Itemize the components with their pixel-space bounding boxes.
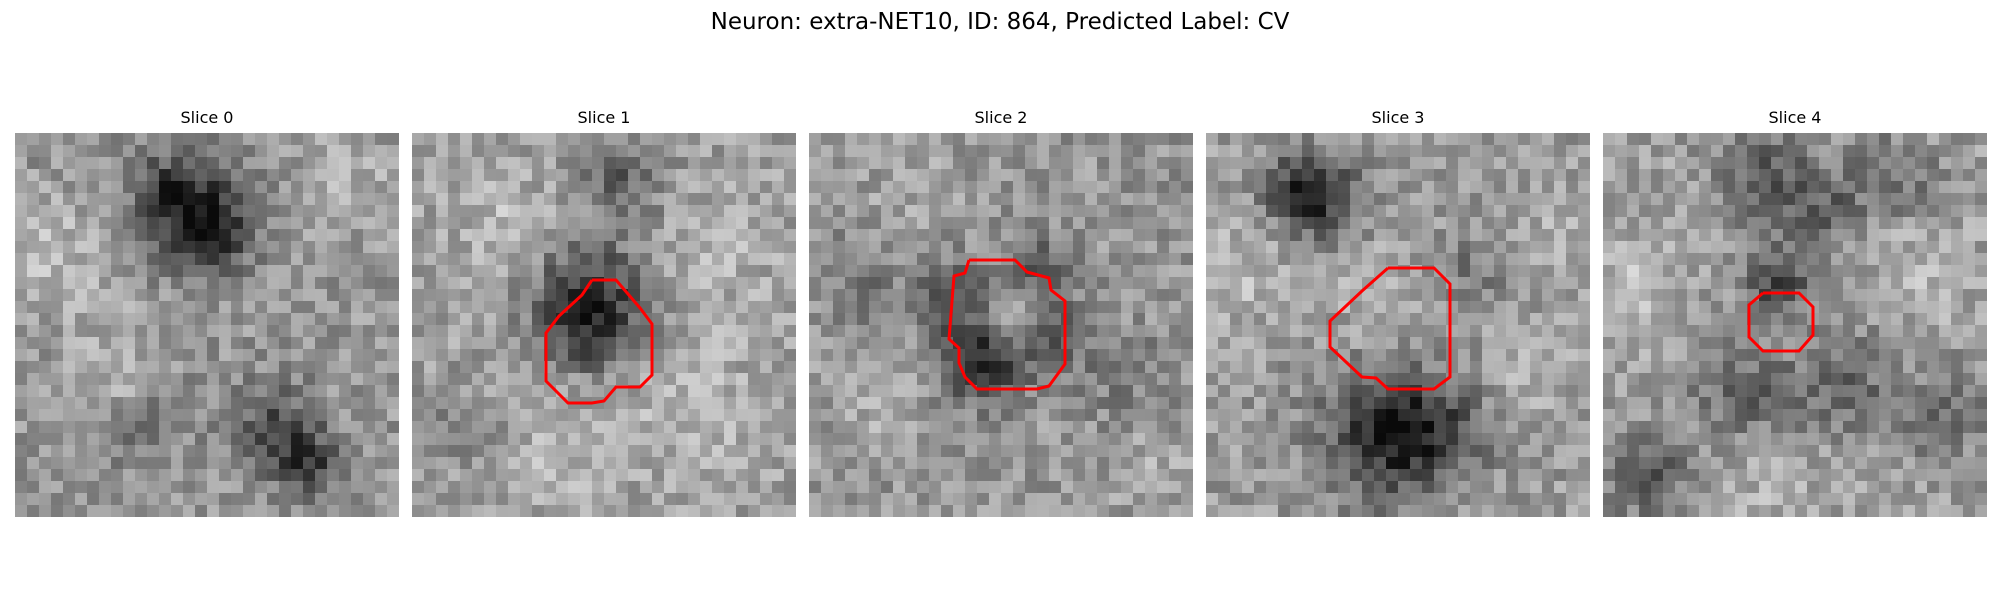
red-contour-slice-3 [1328, 266, 1452, 391]
grayscale-image-slice-1 [412, 133, 796, 517]
grayscale-pixels-slice-2 [809, 133, 1193, 517]
contour-overlay-slice-1 [544, 278, 654, 405]
contour-overlay-slice-4 [1747, 291, 1815, 353]
grayscale-image-slice-2 [809, 133, 1193, 517]
contour-overlay-slice-3 [1328, 266, 1452, 391]
panel-title-slice-3: Slice 3 [1371, 108, 1425, 127]
panel-title-slice-1: Slice 1 [577, 108, 631, 127]
red-contour-slice-2 [947, 258, 1067, 391]
figure-title: Neuron: extra-NET10, ID: 864, Predicted … [710, 9, 1290, 35]
grayscale-pixels-slice-4 [1603, 133, 1987, 517]
panel-title-slice-2: Slice 2 [974, 108, 1028, 127]
panel-title-slice-0: Slice 0 [180, 108, 234, 127]
red-contour-slice-4 [1747, 291, 1815, 353]
red-contour-slice-1 [544, 278, 654, 405]
grayscale-image-slice-3 [1206, 133, 1590, 517]
panel-title-slice-4: Slice 4 [1768, 108, 1822, 127]
grayscale-pixels-slice-1 [412, 133, 796, 517]
contour-overlay-slice-2 [947, 258, 1067, 391]
grayscale-pixels-slice-3 [1206, 133, 1590, 517]
grayscale-image-slice-4 [1603, 133, 1987, 517]
grayscale-pixels-slice-0 [15, 133, 399, 517]
grayscale-image-slice-0 [15, 133, 399, 517]
